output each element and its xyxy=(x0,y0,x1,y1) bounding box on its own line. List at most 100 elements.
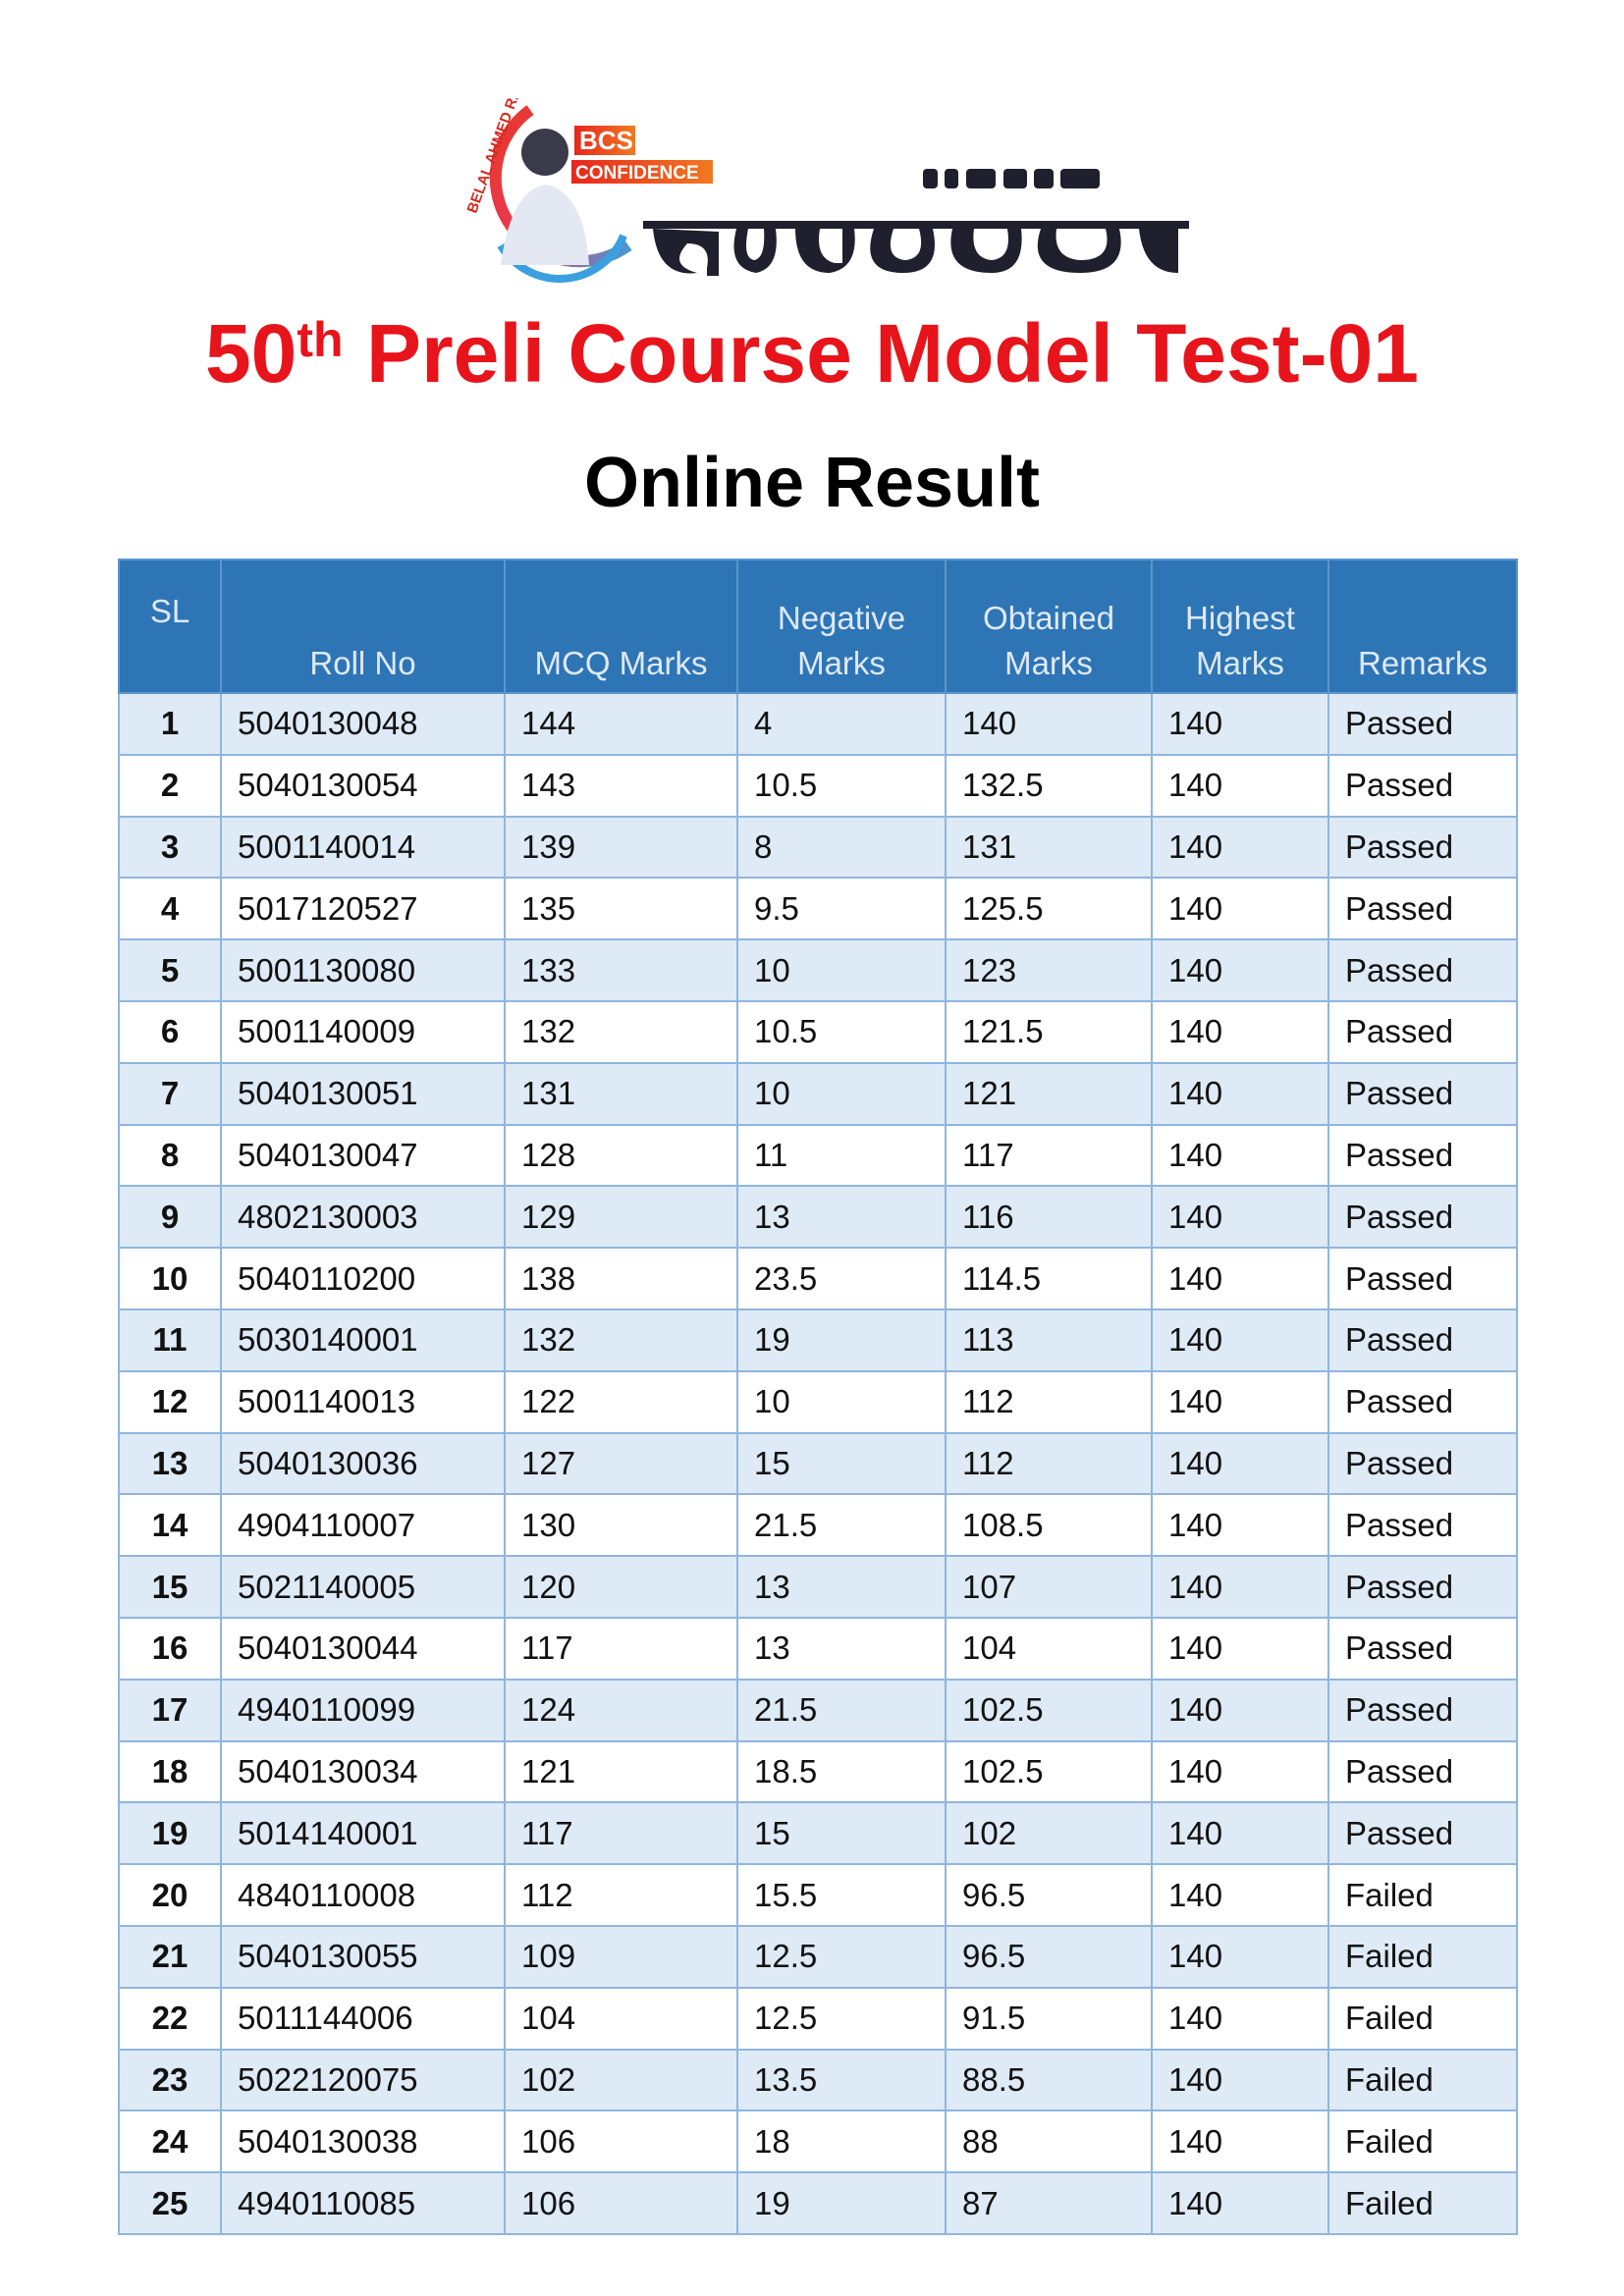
cell-mcq-marks: 127 xyxy=(504,1431,738,1496)
cell-remarks: Failed xyxy=(1327,1924,1518,1989)
cell-mcq-marks: 144 xyxy=(504,692,738,756)
table-row: 5 5001130080 133 10 123 140 Passed xyxy=(118,938,1518,1002)
cell-highest-marks: 140 xyxy=(1151,999,1329,1064)
cell-negative-marks: 4 xyxy=(736,692,947,756)
cell-remarks: Passed xyxy=(1327,1678,1518,1742)
table-row: 13 5040130036 127 15 112 140 Passed xyxy=(118,1431,1518,1496)
cell-highest-marks: 140 xyxy=(1151,1431,1329,1496)
header-sl: SL xyxy=(118,559,222,694)
cell-sl: 7 xyxy=(118,1061,222,1126)
cell-sl: 12 xyxy=(118,1369,222,1434)
cell-roll-no: 5040130047 xyxy=(220,1123,506,1188)
cell-obtained-marks: 131 xyxy=(945,815,1153,880)
cell-remarks: Passed xyxy=(1327,1555,1518,1619)
cell-highest-marks: 140 xyxy=(1151,692,1329,756)
cell-roll-no: 5040130034 xyxy=(220,1739,506,1804)
cell-highest-marks: 140 xyxy=(1151,1616,1329,1681)
cell-remarks: Failed xyxy=(1327,1863,1518,1927)
cell-mcq-marks: 132 xyxy=(504,999,738,1064)
cell-roll-no: 5017120527 xyxy=(220,877,506,941)
cell-remarks: Failed xyxy=(1327,2048,1518,2112)
cell-sl: 17 xyxy=(118,1678,222,1742)
cell-obtained-marks: 112 xyxy=(945,1369,1153,1434)
cell-remarks: Passed xyxy=(1327,1493,1518,1558)
cell-sl: 18 xyxy=(118,1739,222,1804)
cell-highest-marks: 140 xyxy=(1151,1493,1329,1558)
table-row: 10 5040110200 138 23.5 114.5 140 Passed xyxy=(118,1247,1518,1310)
cell-obtained-marks: 96.5 xyxy=(945,1924,1153,1989)
header-roll-no: Roll No xyxy=(220,559,506,694)
cell-sl: 1 xyxy=(118,692,222,756)
cell-highest-marks: 140 xyxy=(1151,1185,1329,1250)
cell-mcq-marks: 112 xyxy=(504,1863,738,1927)
cell-remarks: Passed xyxy=(1327,938,1518,1002)
cell-highest-marks: 140 xyxy=(1151,1739,1329,1804)
page-subtitle: Online Result xyxy=(583,444,1041,522)
cell-negative-marks: 13 xyxy=(736,1555,947,1619)
cell-negative-marks: 12.5 xyxy=(736,1924,947,1989)
cell-highest-marks: 140 xyxy=(1151,938,1329,1002)
table-row: 4 5017120527 135 9.5 125.5 140 Passed xyxy=(118,877,1518,941)
table-row: 22 5011144006 104 12.5 91.5 140 Failed xyxy=(118,1986,1518,2051)
cell-remarks: Passed xyxy=(1327,1369,1518,1434)
cell-roll-no: 5001130080 xyxy=(220,938,506,1002)
table-row: 25 4940110085 106 19 87 140 Failed xyxy=(118,2171,1518,2235)
cell-roll-no: 4940110085 xyxy=(220,2171,506,2235)
cell-mcq-marks: 132 xyxy=(504,1308,738,1372)
cell-remarks: Passed xyxy=(1327,877,1518,941)
table-row: 20 4840110008 112 15.5 96.5 140 Failed xyxy=(118,1863,1518,1927)
cell-sl: 10 xyxy=(118,1247,222,1310)
cell-remarks: Passed xyxy=(1327,692,1518,756)
cell-obtained-marks: 102 xyxy=(945,1801,1153,1866)
cell-mcq-marks: 102 xyxy=(504,2048,738,2112)
cell-mcq-marks: 129 xyxy=(504,1185,738,1250)
cell-obtained-marks: 123 xyxy=(945,938,1153,1002)
cell-obtained-marks: 96.5 xyxy=(945,1863,1153,1927)
cell-negative-marks: 10 xyxy=(736,1369,947,1434)
cell-roll-no: 4802130003 xyxy=(220,1185,506,1250)
cell-highest-marks: 140 xyxy=(1151,1308,1329,1372)
cell-obtained-marks: 140 xyxy=(945,692,1153,756)
table-row: 16 5040130044 117 13 104 140 Passed xyxy=(118,1616,1518,1681)
cell-mcq-marks: 104 xyxy=(504,1986,738,2051)
cell-sl: 19 xyxy=(118,1801,222,1866)
cell-mcq-marks: 109 xyxy=(504,1924,738,1989)
cell-mcq-marks: 117 xyxy=(504,1801,738,1866)
title-ordinal: th xyxy=(297,312,344,367)
cell-roll-no: 5040130051 xyxy=(220,1061,506,1126)
cell-mcq-marks: 122 xyxy=(504,1369,738,1434)
table-row: 24 5040130038 106 18 88 140 Failed xyxy=(118,2109,1518,2174)
cell-obtained-marks: 121.5 xyxy=(945,999,1153,1064)
header-obtained-marks: Obtained Marks xyxy=(945,559,1153,694)
cell-highest-marks: 140 xyxy=(1151,1986,1329,2051)
cell-negative-marks: 18.5 xyxy=(736,1739,947,1804)
cell-mcq-marks: 139 xyxy=(504,815,738,880)
cell-mcq-marks: 138 xyxy=(504,1247,738,1310)
cell-sl: 2 xyxy=(118,753,222,818)
cell-obtained-marks: 114.5 xyxy=(945,1247,1153,1310)
cell-highest-marks: 140 xyxy=(1151,753,1329,818)
cell-roll-no: 5040110200 xyxy=(220,1247,506,1310)
cell-mcq-marks: 143 xyxy=(504,753,738,818)
table-row: 15 5021140005 120 13 107 140 Passed xyxy=(118,1555,1518,1619)
cell-mcq-marks: 120 xyxy=(504,1555,738,1619)
cell-highest-marks: 140 xyxy=(1151,1247,1329,1310)
cell-remarks: Passed xyxy=(1327,815,1518,880)
cell-highest-marks: 140 xyxy=(1151,1123,1329,1188)
logo-graphic: BELAL AHMED RAJU BCS CONFIDENCE xyxy=(463,69,1189,283)
result-table: SL Roll No MCQ Marks Negative Marks Obta… xyxy=(118,559,1518,2235)
cell-remarks: Passed xyxy=(1327,1308,1518,1372)
cell-highest-marks: 140 xyxy=(1151,1369,1329,1434)
cell-roll-no: 4840110008 xyxy=(220,1863,506,1927)
cell-obtained-marks: 88.5 xyxy=(945,2048,1153,2112)
header-highest-marks: Highest Marks xyxy=(1151,559,1329,694)
cell-negative-marks: 10 xyxy=(736,1061,947,1126)
cell-negative-marks: 11 xyxy=(736,1123,947,1188)
cell-negative-marks: 15 xyxy=(736,1431,947,1496)
cell-negative-marks: 18 xyxy=(736,2109,947,2174)
cell-obtained-marks: 117 xyxy=(945,1123,1153,1188)
table-row: 14 4904110007 130 21.5 108.5 140 Passed xyxy=(118,1493,1518,1558)
header-remarks: Remarks xyxy=(1327,559,1518,694)
cell-sl: 8 xyxy=(118,1123,222,1188)
cell-remarks: Failed xyxy=(1327,1986,1518,2051)
